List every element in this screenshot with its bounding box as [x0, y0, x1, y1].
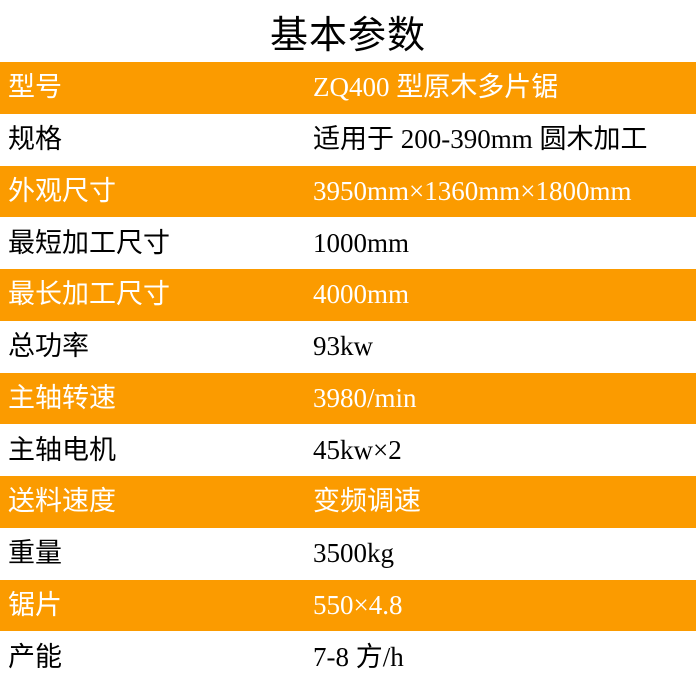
spec-table: 型号 ZQ400 型原木多片锯 规格 适用于 200-390mm 圆木加工 外观… — [0, 62, 696, 683]
row-label: 送料速度 — [8, 486, 116, 517]
row-value: 1000mm — [313, 227, 410, 258]
row-label: 外观尺寸 — [8, 175, 116, 206]
row-value: 3980/min — [313, 382, 417, 413]
row-value: 3500kg — [313, 538, 394, 569]
row-label: 主轴电机 — [8, 434, 116, 465]
row-label: 最长加工尺寸 — [8, 279, 170, 310]
row-value: 适用于 200-390mm 圆木加工 — [313, 124, 648, 155]
table-row: 最长加工尺寸 4000mm — [0, 269, 696, 321]
row-label: 重量 — [8, 538, 62, 569]
table-row: 锯片 550×4.8 — [0, 579, 696, 632]
row-label: 主轴转速 — [8, 382, 116, 413]
row-value: 7-8 方/h — [313, 641, 404, 672]
table-row: 产能 7-8 方/h — [0, 631, 696, 683]
row-label: 锯片 — [8, 589, 62, 620]
row-value: 4000mm — [313, 279, 410, 310]
table-row: 主轴电机 45kw×2 — [0, 424, 696, 476]
row-label: 最短加工尺寸 — [8, 227, 170, 258]
table-row: 型号 ZQ400 型原木多片锯 — [0, 62, 696, 114]
row-value: 93kw — [313, 331, 373, 362]
table-row: 主轴转速 3980/min — [0, 372, 696, 425]
row-value: 45kw×2 — [313, 434, 402, 465]
table-row: 最短加工尺寸 1000mm — [0, 217, 696, 269]
row-label: 型号 — [8, 72, 62, 103]
row-value: 550×4.8 — [313, 589, 403, 620]
row-value: 变频调速 — [313, 486, 421, 517]
row-value: 3950mm×1360mm×1800mm — [313, 175, 632, 206]
row-value: ZQ400 型原木多片锯 — [313, 72, 559, 103]
row-label: 总功率 — [8, 331, 89, 362]
page-title: 基本参数 — [269, 14, 426, 57]
row-label: 产能 — [8, 641, 62, 672]
table-row: 外观尺寸 3950mm×1360mm×1800mm — [0, 165, 696, 218]
table-row: 重量 3500kg — [0, 527, 696, 580]
table-row: 总功率 93kw — [0, 320, 696, 373]
table-row: 送料速度 变频调速 — [0, 476, 696, 528]
row-label: 规格 — [8, 124, 62, 155]
table-row: 规格 适用于 200-390mm 圆木加工 — [0, 113, 696, 166]
